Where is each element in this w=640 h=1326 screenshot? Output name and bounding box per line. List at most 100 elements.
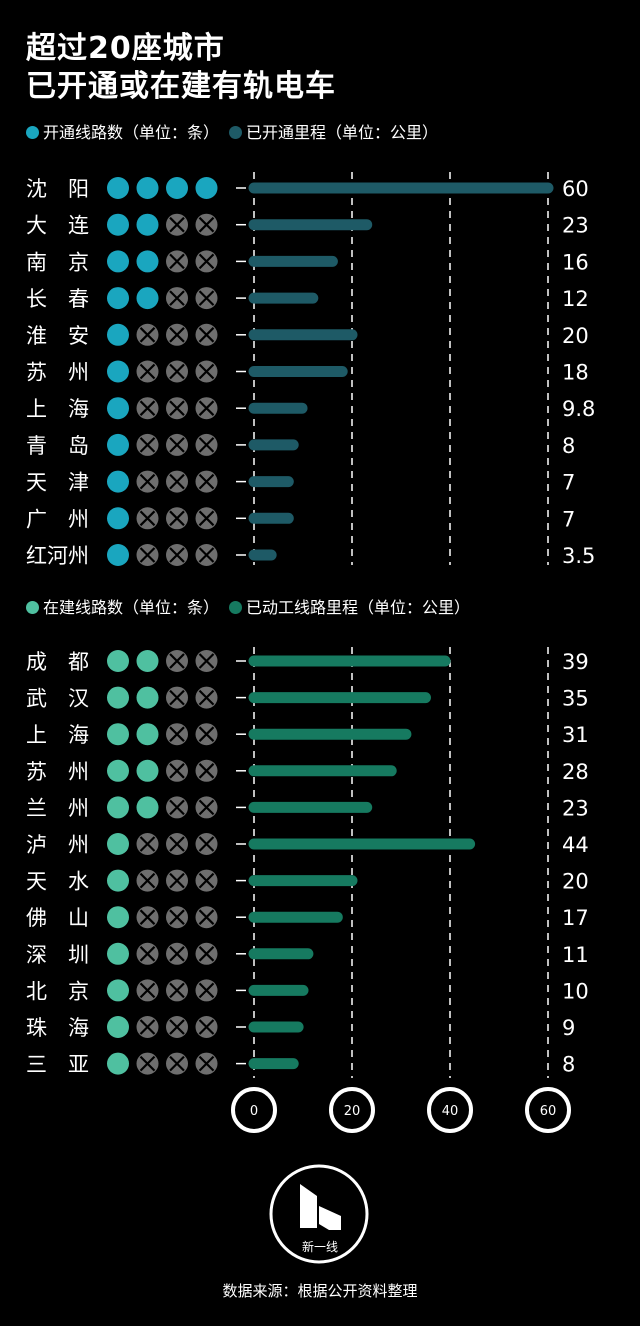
cross-mark xyxy=(198,1055,215,1072)
city-label: 红河州 xyxy=(26,544,89,568)
cross-mark xyxy=(139,1019,156,1035)
axis-tick-label: 0 xyxy=(250,1104,258,1119)
city-label: 沈 阳 xyxy=(26,177,89,201)
value-label: 17 xyxy=(562,906,589,930)
cross-mark xyxy=(169,909,185,925)
cross-mark xyxy=(169,290,185,306)
line-count-dot xyxy=(107,250,129,273)
cross-mark xyxy=(169,726,185,742)
city-label: 苏 州 xyxy=(26,361,89,385)
line-count-dot xyxy=(107,833,129,855)
cross-mark xyxy=(139,982,156,999)
city-label: 天 津 xyxy=(26,471,89,495)
line-count-dot xyxy=(136,723,159,746)
line-count-dot xyxy=(107,723,129,746)
cross-mark xyxy=(169,253,185,270)
value-label: 9.8 xyxy=(562,397,595,421)
cross-mark xyxy=(198,763,215,779)
cross-mark xyxy=(198,253,215,270)
cross-mark xyxy=(169,216,185,233)
city-label: 广 州 xyxy=(26,507,89,531)
value-label: 23 xyxy=(562,214,589,238)
cross-mark xyxy=(169,473,185,490)
cross-mark xyxy=(169,1019,185,1035)
line-count-dot xyxy=(136,650,159,672)
title-line-2: 已开通或在建有轨电车 xyxy=(26,69,336,104)
title-line-1: 超过20座城市 xyxy=(26,31,225,66)
line-count-dot xyxy=(107,470,129,493)
cross-mark xyxy=(169,836,185,852)
value-label: 7 xyxy=(562,471,575,495)
axis-tick-badge xyxy=(329,1087,375,1133)
legend-open-length-swatch xyxy=(229,126,243,139)
cross-mark xyxy=(198,400,215,416)
logo-name: 新一线 xyxy=(301,1240,338,1254)
cross-mark xyxy=(139,363,156,380)
axis-tick-label: 20 xyxy=(344,1104,361,1119)
cross-mark xyxy=(139,909,156,925)
city-label: 大 连 xyxy=(26,214,89,238)
cross-mark xyxy=(169,363,185,380)
city-label: 青 岛 xyxy=(26,434,89,458)
cross-mark xyxy=(169,400,185,416)
line-count-dot xyxy=(166,177,188,199)
axis-tick-badge xyxy=(525,1087,571,1133)
line-count-dot xyxy=(107,650,129,672)
value-label: 16 xyxy=(562,250,589,274)
city-label: 苏 州 xyxy=(26,760,89,784)
legend-build: 在建线路数（单位：条） 已动工线路里程（单位：公里） xyxy=(26,598,470,618)
legend-build-length-label: 已动工线路里程（单位：公里） xyxy=(246,598,471,617)
value-label: 8 xyxy=(562,1053,575,1077)
line-count-dot xyxy=(107,796,129,819)
cross-mark xyxy=(198,216,215,233)
cross-mark xyxy=(169,547,185,563)
value-label: 7 xyxy=(562,507,575,531)
cross-mark xyxy=(198,327,215,343)
line-count-dot xyxy=(107,507,129,530)
line-count-dot xyxy=(107,287,129,310)
value-label: 35 xyxy=(562,687,589,711)
city-label: 泸 州 xyxy=(26,833,89,857)
value-label: 44 xyxy=(562,833,589,857)
cross-mark xyxy=(198,726,215,742)
line-count-dot xyxy=(107,869,129,892)
cross-mark xyxy=(198,689,215,706)
value-label: 31 xyxy=(562,723,589,747)
line-count-dot xyxy=(107,1052,129,1075)
cross-mark xyxy=(139,836,156,852)
line-count-dot xyxy=(107,397,129,420)
cross-mark xyxy=(139,327,156,343)
line-count-dot xyxy=(195,177,218,199)
cross-mark xyxy=(169,982,185,999)
cross-mark xyxy=(169,763,185,779)
line-count-dot xyxy=(107,942,129,965)
value-label: 60 xyxy=(562,177,589,201)
value-label: 3.5 xyxy=(562,544,595,568)
cross-mark xyxy=(139,872,156,889)
line-count-dot xyxy=(107,979,129,1002)
cross-mark xyxy=(169,327,185,343)
legend-build-count-label: 在建线路数（单位：条） xyxy=(43,598,220,617)
cross-mark xyxy=(139,400,156,416)
city-label: 天 水 xyxy=(26,870,89,894)
cross-mark xyxy=(169,946,185,962)
chart-title: 超过20座城市 已开通或在建有轨电车 xyxy=(26,30,336,106)
city-label: 成 都 xyxy=(26,650,89,674)
line-count-dot xyxy=(107,323,129,346)
line-count-dot xyxy=(136,213,159,236)
legend-build-length-swatch xyxy=(229,601,243,614)
city-label: 三 亚 xyxy=(26,1053,89,1077)
line-count-dot xyxy=(136,796,159,819)
city-label: 北 京 xyxy=(26,979,89,1003)
city-label: 淮 安 xyxy=(26,324,89,348)
axis-tick-label: 60 xyxy=(540,1104,557,1119)
cross-mark xyxy=(139,473,156,490)
value-label: 23 xyxy=(562,796,589,820)
axis-tick-badge xyxy=(427,1087,473,1133)
line-count-dot xyxy=(136,177,159,199)
line-count-dot xyxy=(107,759,129,782)
city-label: 武 汉 xyxy=(26,687,89,711)
cross-mark xyxy=(169,872,185,889)
cross-mark xyxy=(169,799,185,816)
value-label: 18 xyxy=(562,361,589,385)
